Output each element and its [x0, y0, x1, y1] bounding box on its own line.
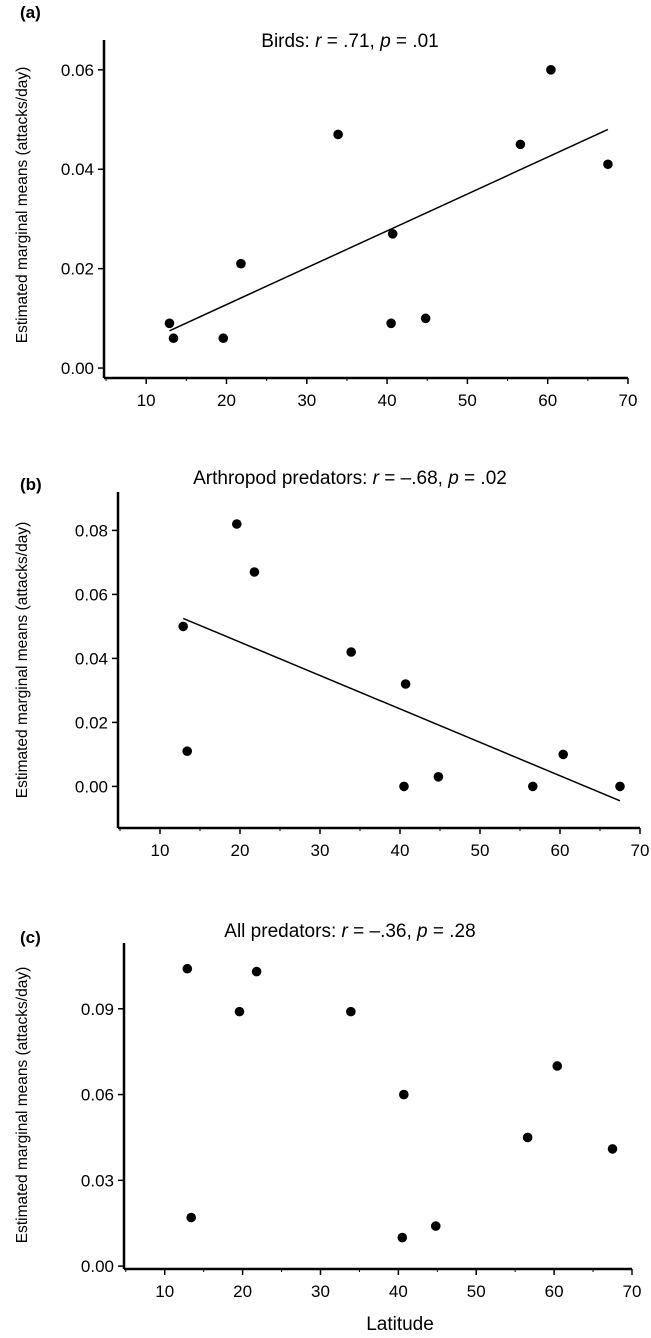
- data-point: [387, 229, 398, 239]
- data-point: [615, 781, 625, 792]
- data-point: [397, 1232, 408, 1243]
- y-tick-label: 0.03: [81, 1171, 114, 1190]
- data-point: [249, 567, 260, 577]
- x-tick-label: 50: [458, 391, 477, 410]
- y-tick-label: 0.08: [75, 521, 108, 540]
- x-tick-label: 10: [155, 1282, 174, 1301]
- x-tick-label: 30: [311, 841, 330, 860]
- data-point: [234, 1006, 245, 1017]
- title-part-title-prefix: All predators:: [224, 921, 341, 942]
- data-point: [433, 772, 444, 782]
- data-point: [430, 1221, 441, 1231]
- title-part-stat-p: p: [379, 31, 391, 52]
- regression-line: [169, 128, 609, 332]
- panel-letter: (c): [20, 928, 41, 947]
- data-point: [182, 963, 193, 974]
- title-part-stat-p: p: [416, 921, 428, 942]
- title-part-stat-r: r: [315, 31, 322, 52]
- title-part-stat-r: r: [342, 921, 349, 942]
- data-point: [178, 621, 188, 632]
- data-point: [236, 258, 246, 269]
- chart-panel-2: 10 20 30 40 50 60 70 0.00 0.02 0.04 0.06 0.08 (b) Art…: [14, 468, 649, 860]
- title-part-title-prefix: Arthropod predators:: [193, 468, 373, 489]
- title-part-stat-r: r: [373, 468, 380, 489]
- x-tick-label: 20: [217, 391, 236, 410]
- y-tick-label: 0.04: [61, 160, 94, 179]
- data-point: [182, 746, 192, 756]
- title-part-stat-p: p: [447, 468, 459, 489]
- data-point: [399, 1089, 409, 1100]
- chart-panel-3: 10 20 30 40 50 60 70 0.00 0.03 0.06 0.09 (c) All pre…: [14, 921, 641, 1335]
- x-axis-label: Latitude: [366, 1314, 434, 1335]
- title-part-stat-p-value: = .01: [391, 31, 439, 52]
- x-tick-label: 60: [545, 1282, 564, 1301]
- data-point: [607, 1144, 618, 1154]
- x-tick-label: 10: [151, 841, 170, 860]
- x-tick-label: 40: [391, 841, 410, 860]
- x-tick-label: 40: [378, 391, 397, 410]
- x-tick-label: 60: [551, 841, 570, 860]
- data-point: [168, 333, 179, 344]
- title-part-stat-p-value: = .28: [428, 921, 476, 942]
- data-point: [528, 781, 538, 792]
- panel-letter: (b): [20, 475, 42, 494]
- data-point: [399, 781, 409, 792]
- y-tick-label: 0.00: [75, 777, 108, 796]
- y-tick-label: 0.06: [81, 1086, 114, 1105]
- data-point: [386, 318, 396, 329]
- title-part-stat-p-value: = .02: [459, 468, 507, 489]
- x-tick-label: 10: [137, 391, 156, 410]
- x-tick-label: 70: [631, 841, 650, 860]
- y-tick-label: 0.02: [61, 260, 94, 279]
- data-point: [558, 749, 568, 760]
- y-tick-label: 0.06: [61, 61, 94, 80]
- data-point: [333, 129, 343, 140]
- title-part-stat-r-value: = .71,: [321, 31, 380, 52]
- chart-title: All predators: r = –.36, p = .28: [224, 921, 475, 942]
- regression-line: [182, 617, 621, 802]
- data-point: [251, 966, 262, 977]
- data-point: [515, 139, 526, 150]
- x-tick-label: 70: [619, 391, 638, 410]
- title-part-stat-r-value: = –.36,: [348, 921, 417, 942]
- data-point: [552, 1061, 563, 1071]
- data-point: [546, 65, 556, 75]
- chart-title: Birds: r = .71, p = .01: [261, 31, 438, 52]
- x-tick-label: 50: [471, 841, 490, 860]
- chart-panel-1: 10 20 30 40 50 60 70 0.00 0.02 0.04 0.06 (a) Birds: …: [14, 3, 637, 410]
- data-point: [522, 1132, 533, 1143]
- chart-title: Arthropod predators: r = –.68, p = .02: [193, 468, 507, 489]
- data-point: [346, 647, 357, 657]
- data-point: [603, 159, 613, 170]
- data-point: [232, 519, 242, 529]
- y-tick-label: 0.09: [81, 1000, 114, 1019]
- x-tick-label: 40: [389, 1282, 408, 1301]
- data-point: [420, 313, 431, 324]
- y-tick-label: 0.00: [81, 1257, 114, 1276]
- x-tick-label: 30: [297, 391, 316, 410]
- x-tick-label: 20: [231, 841, 250, 860]
- y-axis-label: Estimated marginal means (attacks/day): [14, 522, 31, 799]
- panel-letter: (a): [20, 3, 41, 22]
- y-tick-label: 0.04: [75, 649, 108, 668]
- data-point: [400, 679, 411, 689]
- y-tick-label: 0.00: [61, 359, 94, 378]
- title-part-stat-r-value: = –.68,: [379, 468, 448, 489]
- data-point: [186, 1212, 197, 1223]
- y-axis-label: Estimated marginal means (attacks/day): [14, 967, 31, 1244]
- y-tick-label: 0.06: [75, 585, 108, 604]
- x-tick-label: 60: [538, 391, 557, 410]
- y-tick-label: 0.02: [75, 713, 108, 732]
- title-part-title-prefix: Birds:: [261, 31, 315, 52]
- data-point: [218, 333, 229, 344]
- data-point: [164, 318, 175, 329]
- y-axis-label: Estimated marginal means (attacks/day): [14, 67, 31, 344]
- data-point: [346, 1006, 356, 1017]
- x-tick-label: 50: [467, 1282, 486, 1301]
- x-tick-label: 20: [233, 1282, 252, 1301]
- x-tick-label: 70: [623, 1282, 642, 1301]
- x-tick-label: 30: [311, 1282, 330, 1301]
